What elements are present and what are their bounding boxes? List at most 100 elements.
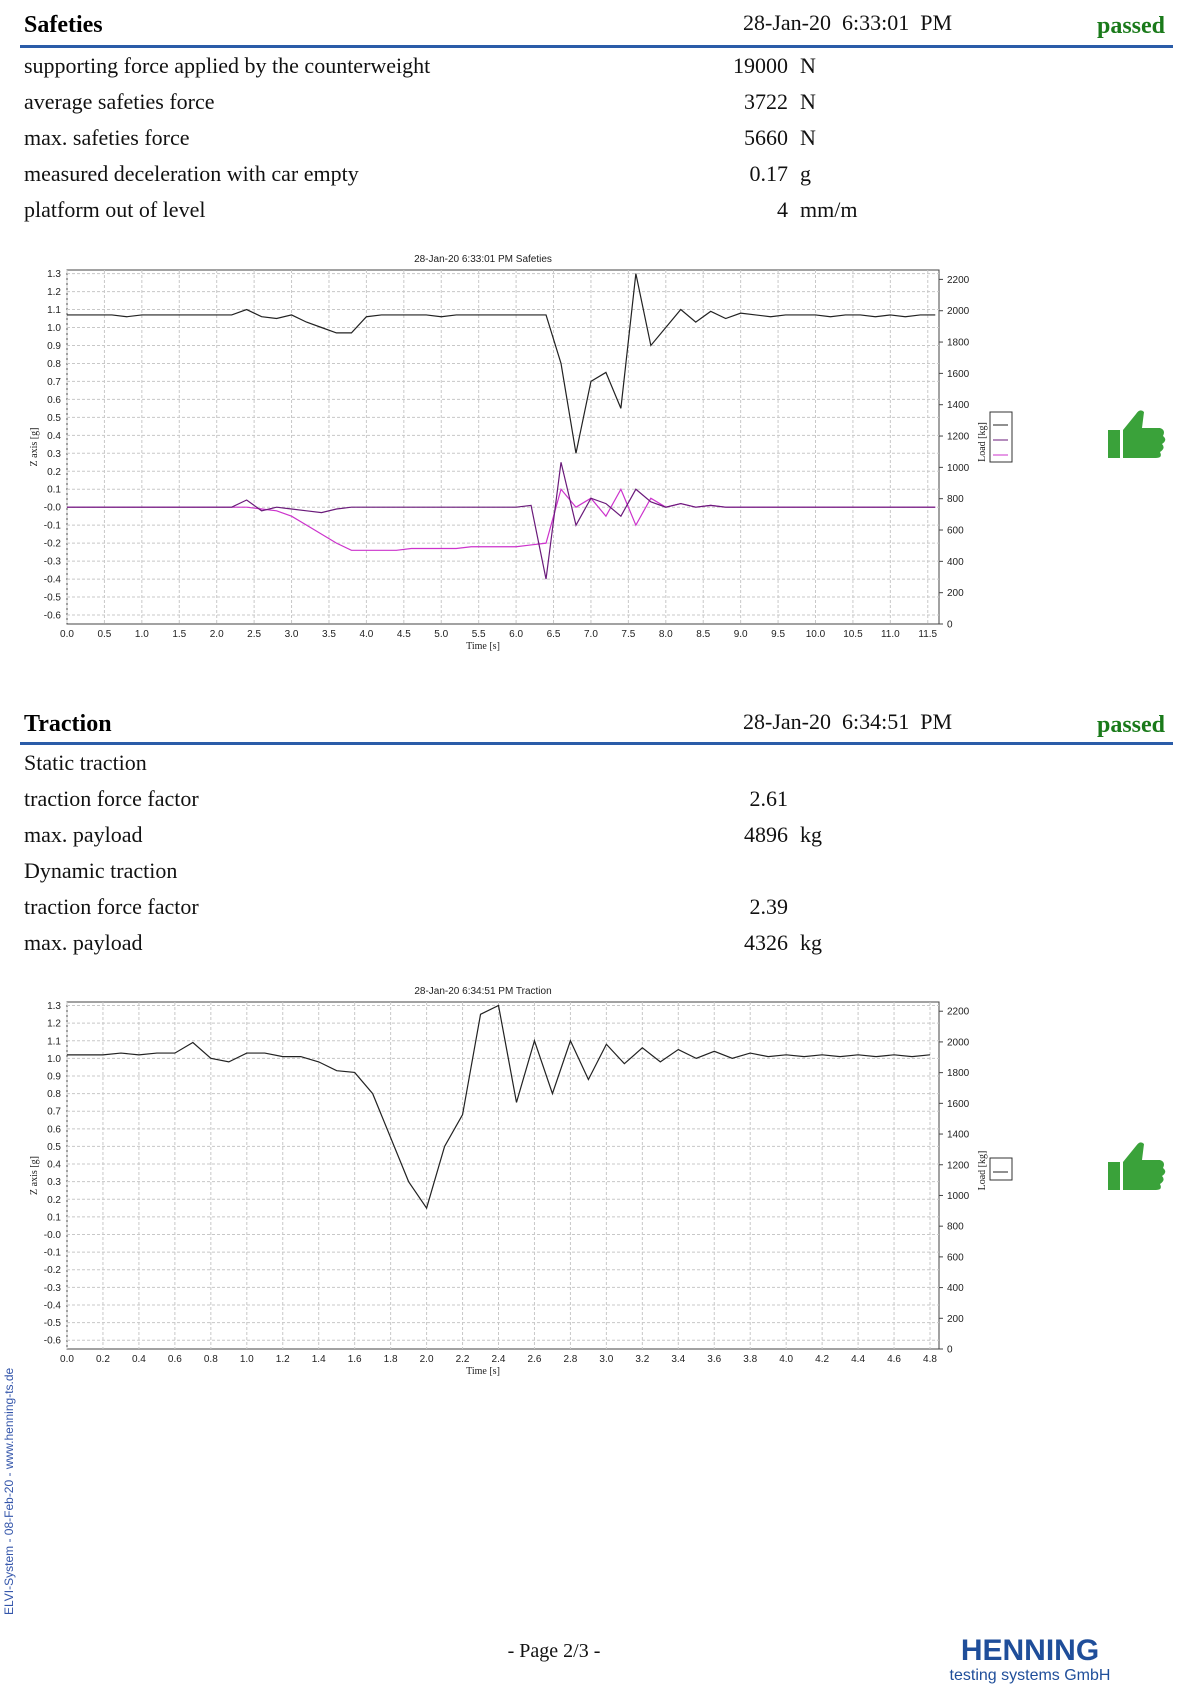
y2-tick-label: 0 [947,620,953,631]
y2-tick-label: 1600 [947,1099,970,1110]
row-unit: kg [800,822,822,847]
x-tick-label: 3.4 [671,1354,685,1365]
y-tick-label: 1.2 [47,1019,61,1030]
logo: HENNING [961,1634,1099,1667]
row-value: 4896 [744,822,788,847]
x-tick-label: 4.0 [779,1354,793,1365]
y2-tick-label: 2000 [947,306,970,317]
x-tick-label: 4.6 [887,1354,901,1365]
row-label: traction force factor [24,894,199,919]
y2-tick-label: 1000 [947,1191,970,1202]
rule [20,45,1173,48]
y-tick-label: 1.0 [47,1054,61,1065]
row-unit: mm/m [800,197,857,222]
x-tick-label: 0.0 [60,1354,74,1365]
y-tick-label: -0.1 [44,1248,62,1259]
y2-tick-label: 2200 [947,275,970,286]
y-tick-label: -0.6 [44,1336,62,1347]
x-tick-label: 3.5 [322,629,336,640]
y-tick-label: 1.2 [47,287,61,298]
row-label: max. payload [24,822,143,847]
sidebar: ELVI-System - 08-Feb-20 - www.henning-ts… [2,1367,16,1615]
row-label: average safeties force [24,89,215,114]
thumbs-up [1108,1142,1166,1190]
x-tick-label: 2.5 [247,629,261,640]
legend-icon [989,411,1013,1181]
x-tick-label: 8.5 [696,629,710,640]
x-tick-label: 0.0 [60,629,74,640]
row-label: platform out of level [24,197,205,222]
row-value: 3722 [744,89,788,114]
y-tick-label: 1.1 [47,305,61,316]
x-tick-label: 5.0 [434,629,448,640]
y-tick-label: -0.5 [44,593,62,604]
x-tick-label: 0.4 [132,1354,146,1365]
y-tick-label: 0.7 [47,1107,61,1118]
y-tick-label: -0.1 [44,521,62,532]
x-tick-label: 1.0 [240,1354,254,1365]
row-unit: kg [800,930,822,955]
row-value: 0.17 [750,161,789,186]
y2-tick-label: 200 [947,588,964,599]
data-line [67,462,936,580]
x-tick-label: 8.0 [659,629,673,640]
x-tick-label: 2.8 [563,1354,577,1365]
row-label: supporting force applied by the counterw… [24,53,430,78]
y-tick-label: 1.3 [47,269,61,280]
x-axis-label: Time [s] [466,1366,500,1377]
x-tick-label: 6.0 [509,629,523,640]
row-label: max. safeties force [24,125,190,150]
x-tick-label: 11.5 [918,629,937,640]
y-axis-label: Z axis [g] [29,428,40,467]
row-value: 2.61 [750,786,789,811]
x-tick-label: 6.5 [547,629,561,640]
y-tick-label: 0.5 [47,413,61,424]
y-axis-label: Z axis [g] [29,1156,40,1195]
x-tick-label: 10.5 [843,629,863,640]
y-tick-label: 0.8 [47,359,61,370]
y-tick-label: 0.2 [47,467,61,478]
y2-tick-label: 1000 [947,463,970,474]
y2-tick-label: 1400 [947,400,970,411]
x-tick-label: 2.0 [210,629,224,640]
row-label: traction force factor [24,786,199,811]
y-tick-label: -0.2 [44,1265,62,1276]
y-tick-label: 1.3 [47,1001,61,1012]
x-tick-label: 9.0 [734,629,748,640]
y-tick-label: -0.2 [44,539,62,550]
subheading: Static traction [24,750,147,775]
section-title: Traction [24,711,112,737]
y2-tick-label: 200 [947,1314,964,1325]
y-tick-label: 0.4 [47,431,61,442]
x-tick-label: 3.0 [285,629,299,640]
y-tick-label: -0.0 [44,1230,62,1241]
x-tick-label: 10.0 [806,629,826,640]
x-tick-label: 4.2 [815,1354,829,1365]
row-value: 4 [777,197,788,222]
y-tick-label: 0.7 [47,377,61,388]
x-tick-label: 4.8 [923,1354,937,1365]
row-unit: g [800,161,811,186]
y2-tick-label: 400 [947,557,964,568]
y-tick-label: 0.3 [47,1177,61,1188]
y-tick-label: 0.3 [47,449,61,460]
y-tick-label: 0.6 [47,1124,61,1135]
chart-title: 28-Jan-20 6:33:01 PM Safeties [414,254,552,265]
x-tick-label: 4.5 [397,629,411,640]
y-tick-label: -0.6 [44,611,62,622]
x-tick-label: 1.8 [384,1354,398,1365]
x-tick-label: 7.0 [584,629,598,640]
y-tick-label: 1.0 [47,323,61,334]
y2-axis-label: Load [kg] [977,1151,988,1191]
x-tick-label: 1.2 [276,1354,290,1365]
x-tick-label: 0.8 [204,1354,218,1365]
y2-tick-label: 1400 [947,1130,970,1141]
x-tick-label: 1.4 [312,1354,326,1365]
y-tick-label: 0.5 [47,1142,61,1153]
y2-tick-label: 400 [947,1283,964,1294]
x-tick-label: 3.0 [599,1354,613,1365]
x-tick-label: 1.0 [135,629,149,640]
chart-title: 28-Jan-20 6:34:51 PM Traction [414,986,551,997]
y-tick-label: 0.6 [47,395,61,406]
